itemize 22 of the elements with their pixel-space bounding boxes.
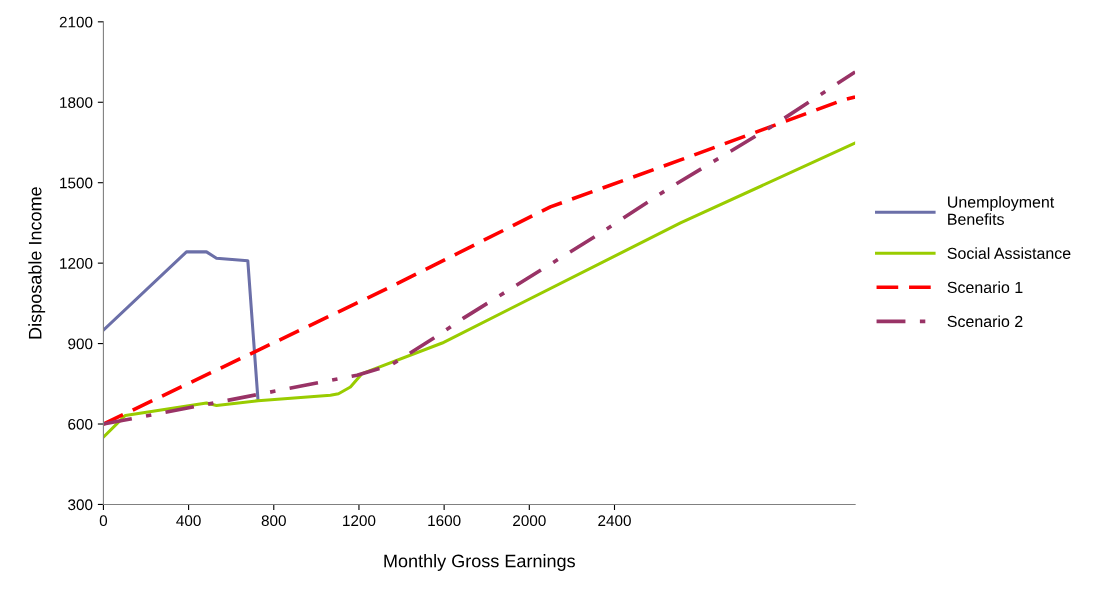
y-tick-label: 1200 bbox=[60, 258, 93, 269]
x-tick-label: 1600 bbox=[428, 515, 461, 527]
y-tick-label: 2100 bbox=[59, 16, 93, 28]
line-series bbox=[103, 250, 260, 402]
x-tick-label: 0 bbox=[99, 515, 108, 527]
legend-label: Scenario 1 bbox=[947, 281, 1023, 294]
y-axis-title: Disposable Income bbox=[28, 187, 46, 339]
legend-label: Scenario 2 bbox=[947, 315, 1023, 328]
x-tick-label: 1200 bbox=[343, 515, 376, 527]
x-axis-title: Monthly Gross Earnings bbox=[384, 554, 575, 571]
y-tick-label: 900 bbox=[68, 338, 93, 350]
x-tick-label: 400 bbox=[176, 515, 201, 527]
y-tick-label: 1800 bbox=[60, 97, 93, 108]
y-tick-label: 600 bbox=[68, 418, 93, 430]
line-series bbox=[103, 141, 856, 439]
legend-label: Unemployment Benefits bbox=[948, 196, 1055, 225]
y-tick-label: 1500 bbox=[60, 177, 93, 189]
y-tick-label: 300 bbox=[68, 499, 93, 511]
x-tick-label: 2400 bbox=[598, 515, 631, 527]
x-tick-label: 800 bbox=[261, 515, 286, 527]
x-tick-label: 2000 bbox=[513, 515, 546, 527]
legend-label: Social Assistance bbox=[947, 247, 1071, 259]
